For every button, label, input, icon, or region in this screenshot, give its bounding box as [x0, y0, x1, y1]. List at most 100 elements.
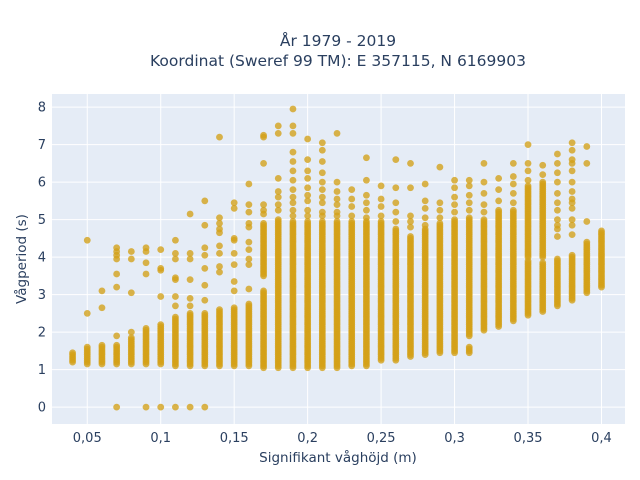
data-point [363, 154, 370, 162]
data-point [201, 244, 209, 252]
data-point [480, 201, 488, 209]
data-point [113, 270, 121, 278]
data-point [363, 191, 370, 199]
data-point [289, 148, 297, 156]
data-point [142, 244, 150, 252]
data-point [465, 214, 473, 222]
data-point [333, 188, 341, 195]
x-axis-ticks: 0,05 0,1 0,15 0,2 0,25 0,3 0,35 0,4 [73, 431, 612, 446]
data-point [524, 167, 532, 175]
data-point [465, 206, 473, 214]
data-point [83, 343, 91, 351]
y-tick-label: 8 [38, 101, 46, 116]
data-point [377, 212, 385, 220]
data-point [201, 281, 209, 289]
data-point [186, 255, 194, 263]
data-point [554, 255, 561, 263]
data-point [451, 208, 458, 216]
data-point [451, 201, 458, 209]
y-tick-label: 7 [38, 138, 46, 153]
data-point [465, 182, 473, 190]
x-tick-label: 0,35 [514, 431, 543, 446]
data-point [201, 264, 209, 272]
data-point [113, 244, 121, 252]
data-point [289, 158, 297, 165]
y-tick-label: 0 [38, 401, 46, 416]
data-point [524, 182, 532, 190]
data-point [451, 184, 458, 192]
data-point [348, 212, 356, 220]
data-point [554, 233, 561, 240]
data-point [289, 122, 297, 130]
data-point [172, 403, 179, 411]
data-point [142, 259, 150, 267]
data-point [172, 255, 179, 263]
data-point [568, 167, 576, 175]
chart-title-line-2: Koordinat (Sweref 99 TM): E 357115, N 61… [150, 52, 526, 70]
data-point [98, 304, 106, 312]
data-point [436, 163, 444, 171]
data-point [304, 206, 312, 214]
data-point [157, 403, 165, 411]
data-point [348, 203, 356, 210]
data-point [245, 300, 253, 308]
data-point [142, 270, 150, 278]
data-point [436, 206, 444, 214]
data-point [304, 156, 312, 164]
data-point [392, 184, 400, 192]
data-point [216, 249, 223, 257]
data-point [554, 199, 561, 207]
data-point [554, 221, 561, 229]
data-point [230, 234, 238, 242]
data-point [539, 259, 547, 267]
data-point [568, 216, 576, 224]
data-point [157, 321, 165, 329]
data-point [304, 191, 312, 199]
data-point [598, 227, 605, 235]
data-point [318, 199, 326, 207]
data-point [568, 221, 576, 229]
data-point [318, 208, 326, 216]
y-tick-label: 6 [38, 176, 46, 191]
data-point [201, 197, 209, 205]
data-point [127, 289, 135, 297]
data-point [407, 233, 414, 240]
data-point [245, 201, 253, 209]
data-point [98, 341, 106, 349]
data-point [230, 278, 238, 285]
data-point [230, 199, 238, 207]
data-point [172, 313, 179, 321]
data-point [230, 304, 238, 312]
data-point [245, 180, 253, 188]
data-point [127, 334, 135, 342]
data-point [407, 184, 414, 192]
data-point [568, 178, 576, 186]
data-point [318, 186, 326, 194]
data-point [230, 204, 238, 212]
data-point [245, 261, 253, 269]
data-point [554, 206, 561, 214]
data-point [260, 159, 267, 167]
data-point [539, 161, 547, 169]
data-point [142, 403, 150, 411]
data-point [304, 197, 312, 205]
data-point [260, 219, 267, 227]
data-point [568, 251, 576, 259]
data-point [480, 189, 488, 197]
data-point [216, 133, 223, 141]
data-point [554, 159, 561, 167]
data-point [451, 193, 458, 201]
data-point [509, 189, 517, 197]
data-point [113, 341, 121, 349]
data-point [289, 199, 297, 207]
data-point [113, 332, 121, 340]
data-point [495, 197, 503, 205]
data-point [216, 263, 223, 270]
data-point [127, 255, 135, 263]
data-point [568, 156, 576, 164]
data-point [69, 349, 76, 357]
data-point [304, 135, 312, 143]
data-point [245, 208, 253, 216]
data-point [201, 296, 209, 304]
data-point [509, 199, 517, 207]
